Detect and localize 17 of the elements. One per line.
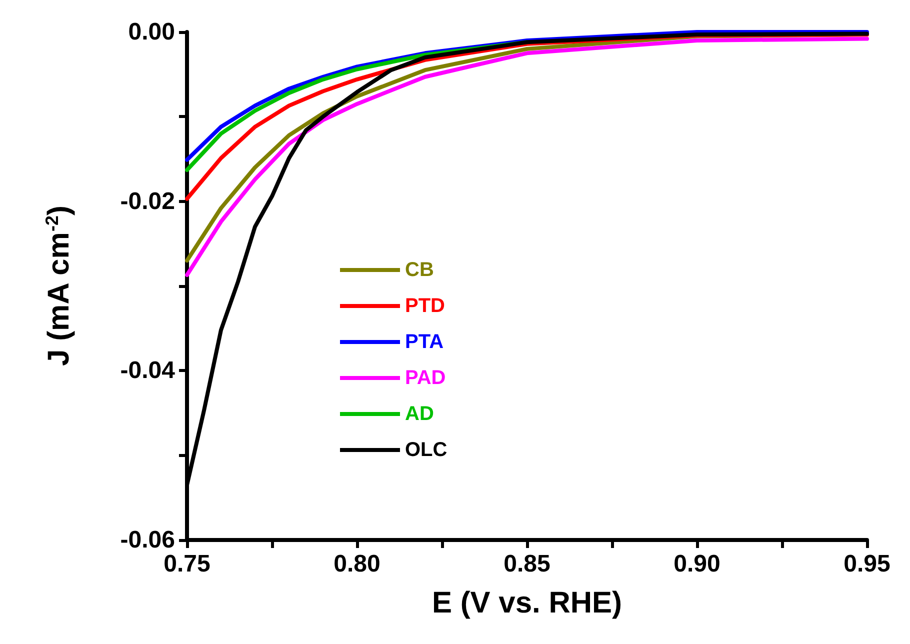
legend-label: OLC [405,439,448,461]
y-tick-label: -0.06 [120,526,175,554]
legend-label: PTD [405,295,445,317]
x-tick-label: 0.80 [334,550,380,578]
legend-label: PAD [405,367,446,389]
y-tick-label: -0.02 [120,188,175,215]
legend-label: PTA [405,331,444,353]
x-tick-label: 0.90 [674,550,720,578]
y-axis-title: J (mA cm-2) [42,205,76,366]
legend-label: AD [405,403,434,425]
x-tick-label: 0.75 [164,550,210,578]
x-axis-title: E (V vs. RHE) [432,586,622,620]
y-tick-label: 0.00 [128,18,175,46]
x-tick-label: 0.95 [844,550,890,578]
legend-label: CB [405,259,434,281]
y-tick-label: -0.04 [120,357,176,384]
x-tick-label: 0.85 [504,550,550,578]
